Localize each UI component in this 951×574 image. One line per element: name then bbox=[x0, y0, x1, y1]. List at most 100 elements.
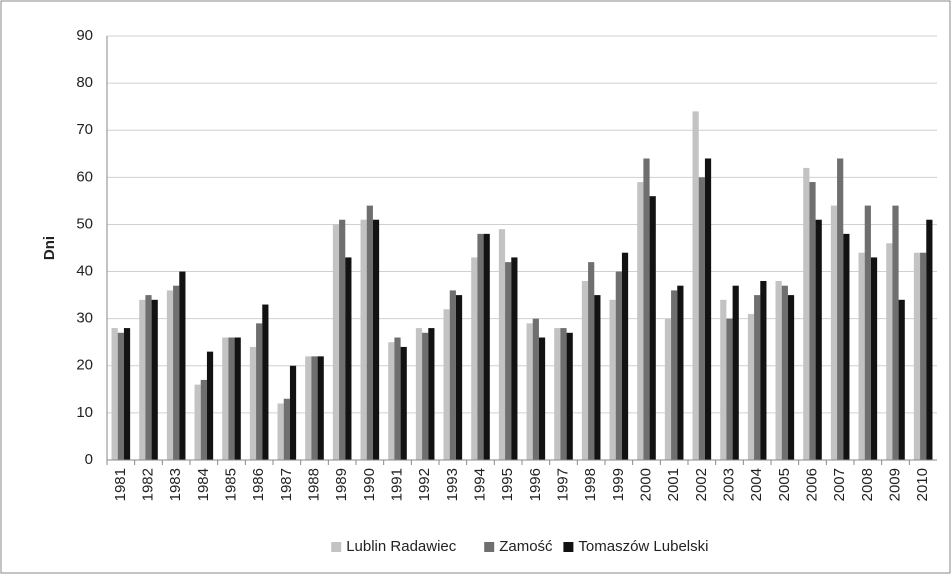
y-tick-label: 70 bbox=[76, 121, 93, 138]
x-tick-label: 1989 bbox=[333, 468, 350, 501]
legend-label: Lublin Radawiec bbox=[346, 538, 457, 555]
bar bbox=[305, 356, 312, 460]
bar bbox=[692, 111, 699, 460]
bar bbox=[477, 233, 484, 460]
bar bbox=[704, 158, 712, 460]
bar bbox=[179, 271, 186, 460]
bar bbox=[588, 262, 595, 460]
bar bbox=[366, 205, 373, 460]
bar bbox=[858, 252, 865, 460]
bar bbox=[698, 177, 705, 461]
x-tick-label: 1983 bbox=[167, 468, 184, 501]
legend-swatch bbox=[331, 542, 342, 552]
bar bbox=[754, 295, 761, 460]
bar bbox=[206, 351, 214, 460]
x-tick-label: 1990 bbox=[361, 468, 378, 501]
bar bbox=[913, 252, 921, 460]
bar bbox=[277, 403, 284, 460]
bar bbox=[428, 328, 435, 460]
bar bbox=[643, 158, 650, 460]
bar bbox=[200, 379, 207, 460]
x-tick-label: 2001 bbox=[665, 468, 682, 501]
bar bbox=[394, 337, 401, 460]
bar bbox=[538, 337, 546, 460]
y-tick-label: 50 bbox=[76, 215, 93, 232]
bar bbox=[677, 285, 684, 460]
bar bbox=[498, 229, 506, 460]
x-tick-label: 1981 bbox=[112, 468, 129, 501]
bar bbox=[886, 243, 893, 460]
bar bbox=[339, 219, 346, 460]
y-tick-label: 0 bbox=[85, 451, 93, 468]
bar bbox=[560, 328, 567, 460]
bar bbox=[870, 257, 878, 460]
bar bbox=[173, 285, 180, 460]
x-tick-label: 1984 bbox=[195, 468, 212, 501]
bar bbox=[400, 346, 407, 460]
x-tick-label: 2009 bbox=[886, 468, 903, 501]
bar bbox=[194, 384, 201, 460]
bar bbox=[760, 280, 767, 460]
bar bbox=[815, 219, 822, 460]
bar bbox=[803, 167, 810, 460]
y-tick-label: 90 bbox=[76, 27, 93, 44]
x-tick-label: 2005 bbox=[776, 468, 793, 501]
bar bbox=[720, 299, 727, 460]
bar bbox=[505, 262, 512, 460]
x-tick-label: 2004 bbox=[748, 468, 765, 501]
bar bbox=[455, 295, 463, 460]
bar bbox=[726, 318, 733, 460]
x-tick-label: 1995 bbox=[499, 468, 516, 501]
bar bbox=[166, 290, 174, 460]
bar bbox=[664, 318, 672, 460]
bar bbox=[671, 290, 678, 460]
bar bbox=[422, 332, 429, 460]
bar bbox=[837, 158, 844, 460]
x-tick-label: 1994 bbox=[471, 468, 488, 501]
bar bbox=[151, 299, 158, 460]
bar bbox=[581, 280, 589, 460]
bar bbox=[526, 323, 533, 460]
bar bbox=[345, 257, 352, 460]
bar bbox=[256, 323, 263, 460]
x-tick-label: 1988 bbox=[305, 468, 322, 501]
y-tick-label: 10 bbox=[76, 404, 93, 421]
bar bbox=[139, 299, 146, 460]
bar bbox=[809, 182, 816, 461]
x-tick-label: 1987 bbox=[278, 468, 295, 501]
x-tick-label: 1993 bbox=[444, 468, 461, 501]
bar bbox=[781, 285, 788, 460]
x-tick-label: 2000 bbox=[637, 468, 654, 501]
y-tick-label: 80 bbox=[76, 74, 93, 91]
bar bbox=[843, 233, 850, 460]
bar bbox=[443, 309, 450, 460]
x-tick-label: 1991 bbox=[388, 468, 405, 501]
x-tick-label: 2008 bbox=[859, 468, 876, 501]
bar bbox=[830, 205, 838, 460]
x-tick-label: 1999 bbox=[610, 468, 627, 501]
x-tick-label: 2007 bbox=[831, 468, 848, 501]
bar bbox=[649, 196, 656, 460]
y-tick-label: 40 bbox=[76, 263, 93, 280]
bar bbox=[621, 252, 629, 460]
bar bbox=[483, 233, 490, 460]
bar bbox=[775, 280, 782, 460]
y-tick-label: 30 bbox=[76, 310, 93, 327]
bar bbox=[926, 219, 933, 460]
x-tick-label: 1985 bbox=[222, 468, 239, 501]
bar bbox=[566, 332, 573, 460]
bar bbox=[317, 356, 324, 460]
bar bbox=[123, 328, 131, 460]
bar bbox=[360, 219, 367, 460]
bar bbox=[615, 271, 622, 460]
bar bbox=[415, 328, 423, 460]
bar bbox=[511, 257, 518, 460]
x-tick-label: 1996 bbox=[527, 468, 544, 501]
bar bbox=[234, 337, 241, 460]
y-axis-label: Dni bbox=[41, 236, 58, 260]
bar bbox=[609, 299, 616, 460]
bar bbox=[898, 299, 905, 460]
x-tick-label: 2003 bbox=[720, 468, 737, 501]
